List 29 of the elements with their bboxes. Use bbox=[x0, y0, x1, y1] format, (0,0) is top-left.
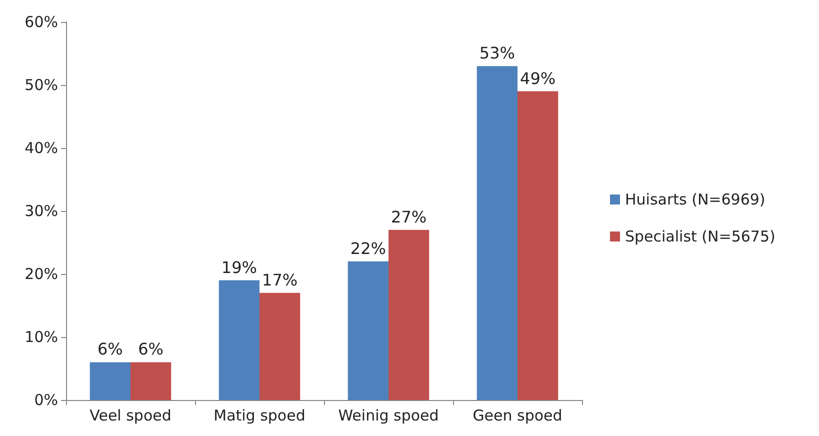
x-tick-label: Matig spoed bbox=[214, 406, 306, 424]
data-label: 17% bbox=[262, 270, 298, 290]
data-label: 53% bbox=[479, 44, 515, 63]
data-label: 6% bbox=[97, 340, 123, 359]
legend-label: Specialist (N=5675) bbox=[625, 228, 776, 246]
bar bbox=[260, 292, 300, 400]
bar bbox=[348, 261, 388, 400]
legend-label: Huisarts (N=6969) bbox=[625, 190, 766, 208]
y-tick-label: 0% bbox=[34, 391, 58, 409]
bar bbox=[130, 362, 172, 400]
bar bbox=[476, 66, 518, 400]
bar bbox=[518, 91, 558, 400]
bar bbox=[218, 280, 260, 400]
data-label: 22% bbox=[350, 238, 386, 258]
data-label: 27% bbox=[391, 207, 427, 226]
bar bbox=[388, 230, 430, 400]
data-label: 49% bbox=[520, 68, 556, 88]
y-tick-label: 40% bbox=[24, 139, 58, 157]
y-tick-label: 30% bbox=[24, 202, 58, 220]
data-label: 19% bbox=[221, 258, 257, 277]
data-label: 6% bbox=[138, 340, 164, 359]
x-tick-label: Veel spoed bbox=[90, 406, 172, 424]
y-tick-label: 10% bbox=[24, 328, 58, 346]
x-tick-label: Weinig spoed bbox=[338, 406, 439, 424]
y-tick-label: 20% bbox=[24, 265, 58, 283]
bar bbox=[90, 362, 130, 400]
y-tick-label: 60% bbox=[24, 13, 58, 31]
y-tick-label: 50% bbox=[24, 76, 58, 94]
x-tick-label: Geen spoed bbox=[472, 406, 562, 424]
